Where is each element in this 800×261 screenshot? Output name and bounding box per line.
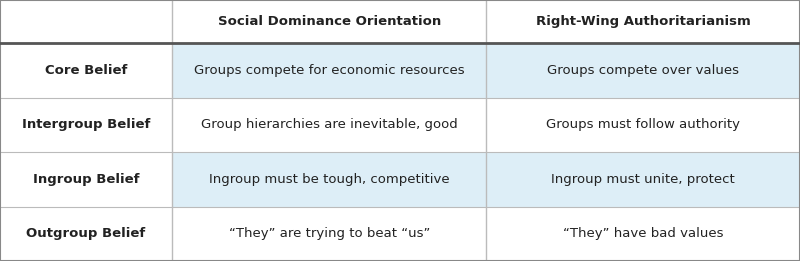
Text: Ingroup Belief: Ingroup Belief xyxy=(33,173,139,186)
Text: Groups compete for economic resources: Groups compete for economic resources xyxy=(194,64,465,77)
Text: Intergroup Belief: Intergroup Belief xyxy=(22,118,150,131)
FancyBboxPatch shape xyxy=(172,152,800,206)
Text: Outgroup Belief: Outgroup Belief xyxy=(26,227,146,240)
FancyBboxPatch shape xyxy=(172,43,800,98)
Text: Core Belief: Core Belief xyxy=(45,64,127,77)
Text: Group hierarchies are inevitable, good: Group hierarchies are inevitable, good xyxy=(201,118,458,131)
Text: Social Dominance Orientation: Social Dominance Orientation xyxy=(218,15,441,28)
Text: Groups compete over values: Groups compete over values xyxy=(547,64,739,77)
Text: “They” have bad values: “They” have bad values xyxy=(563,227,723,240)
Text: Ingroup must unite, protect: Ingroup must unite, protect xyxy=(551,173,735,186)
Text: Right-Wing Authoritarianism: Right-Wing Authoritarianism xyxy=(536,15,750,28)
Text: Ingroup must be tough, competitive: Ingroup must be tough, competitive xyxy=(209,173,450,186)
Text: Groups must follow authority: Groups must follow authority xyxy=(546,118,740,131)
Text: “They” are trying to beat “us”: “They” are trying to beat “us” xyxy=(229,227,430,240)
